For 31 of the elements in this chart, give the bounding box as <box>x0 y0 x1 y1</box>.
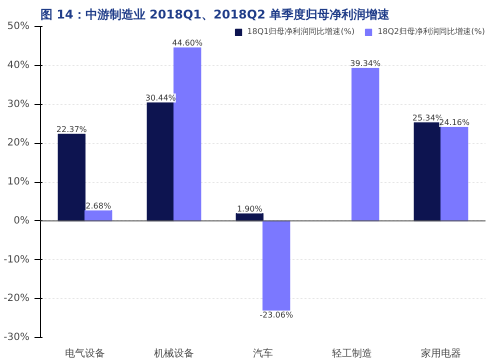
bar <box>440 126 468 222</box>
x-tick-label: 家用电器 <box>421 348 461 360</box>
x-tick-label: 电气设备 <box>65 348 105 360</box>
data-label: 24.16% <box>439 118 470 127</box>
y-tick-label: 10% <box>7 176 30 188</box>
data-label: 39.34% <box>350 58 381 68</box>
x-tick-label: 机械设备 <box>154 348 194 360</box>
chart-title: 图 14：中游制造业 2018Q1、2018Q2 单季度归母净利润增速 <box>40 8 391 22</box>
data-label: -23.06% <box>260 310 294 320</box>
data-label: 2.68% <box>86 201 112 210</box>
x-tick-label: 轻工制造 <box>332 348 372 360</box>
legend-label: 18Q1归母净利润同比增速(%) <box>247 26 355 37</box>
bar <box>262 220 290 312</box>
bar <box>146 102 174 222</box>
bar <box>174 46 202 222</box>
bar <box>58 133 86 222</box>
y-tick-label: -20% <box>4 293 30 304</box>
y-tick-label: 50% <box>7 21 30 32</box>
data-label: 1.90% <box>236 204 263 214</box>
y-tick-label: -30% <box>4 332 30 343</box>
data-label: 30.44% <box>145 94 176 103</box>
bar <box>414 122 442 222</box>
y-tick-label: 20% <box>7 138 30 149</box>
data-label: 22.37% <box>56 124 88 134</box>
y-tick-label: 0% <box>14 215 30 226</box>
y-tick-label: 30% <box>7 98 30 110</box>
x-tick-label: 汽车 <box>253 348 273 360</box>
legend-label: 18Q2归母净利润同比增速(%) <box>378 26 485 37</box>
data-label: 44.60% <box>172 38 203 48</box>
y-tick-label: -10% <box>4 254 30 266</box>
y-tick-label: 40% <box>7 60 30 71</box>
